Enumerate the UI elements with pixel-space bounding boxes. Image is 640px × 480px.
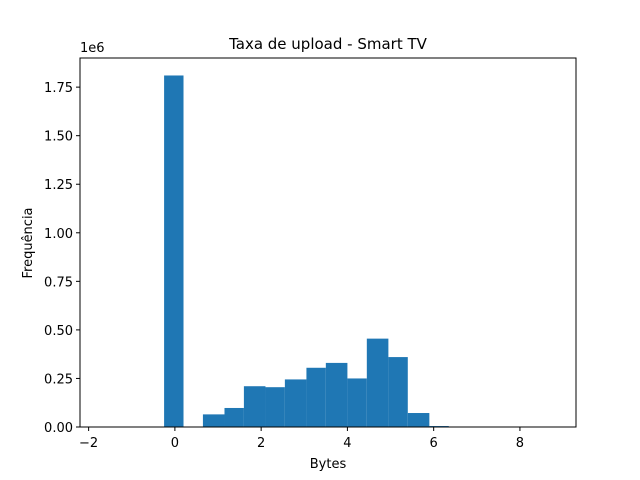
x-axis-label: Bytes <box>310 457 347 472</box>
histogram-bar-5 <box>284 379 307 427</box>
y-tick-label: 1.00 <box>44 227 73 242</box>
histogram-bar-8 <box>347 378 367 427</box>
y-tick-label: 0.50 <box>44 324 73 339</box>
plot-frame <box>79 57 577 428</box>
y-tick-label: 1.50 <box>44 130 73 145</box>
histogram-bar-4 <box>265 387 285 427</box>
y-axis-label: Frequência <box>21 207 36 278</box>
y-tick-label: 0.25 <box>44 372 73 387</box>
x-tick-label: 4 <box>343 436 351 451</box>
y-axis-ticks: 0.00 0.25 0.50 0.75 1.00 1.25 1.50 1.75 <box>44 81 80 436</box>
x-tick-label: 8 <box>516 436 524 451</box>
x-tick-label: 0 <box>171 436 179 451</box>
y-tick-label: 0.00 <box>44 421 73 436</box>
y-tick-label: 1.75 <box>44 81 73 96</box>
histogram-bar-6 <box>306 367 326 427</box>
histogram-bar-2 <box>224 407 244 427</box>
histogram-bar-3 <box>243 386 266 427</box>
histogram-bar-9 <box>366 338 389 427</box>
chart-title: Taxa de upload - Smart TV <box>228 35 428 53</box>
x-tick-label: 2 <box>257 436 265 451</box>
histogram-bar-11 <box>407 413 430 427</box>
histogram-bars <box>164 75 449 427</box>
histogram-bar-7 <box>325 362 348 427</box>
histogram-bar-1 <box>202 414 225 427</box>
histogram-bar-10 <box>388 357 408 427</box>
histogram-bar-0 <box>164 75 184 427</box>
x-axis-ticks: −2 0 2 4 6 8 <box>79 427 524 451</box>
y-axis-offset-label: 1e6 <box>80 41 105 56</box>
y-tick-label: 1.25 <box>44 178 73 193</box>
x-tick-label: −2 <box>79 436 98 451</box>
x-tick-label: 6 <box>430 436 438 451</box>
y-tick-label: 0.75 <box>44 275 73 290</box>
